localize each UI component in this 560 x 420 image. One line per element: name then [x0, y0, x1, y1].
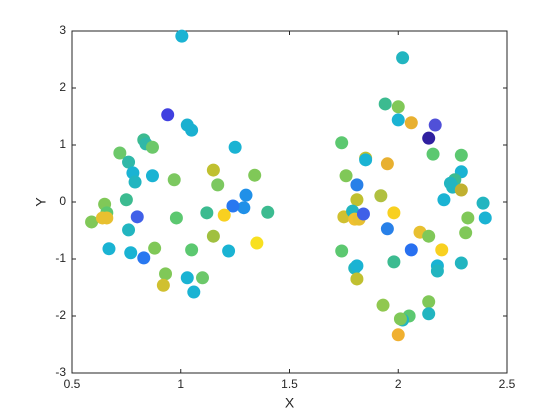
point: [350, 259, 364, 273]
point: [206, 163, 220, 177]
point: [148, 241, 162, 255]
point: [185, 243, 199, 257]
point: [459, 226, 473, 240]
point: [169, 211, 183, 225]
point: [391, 100, 405, 114]
x-tick-label: 0.5: [64, 377, 81, 391]
point: [206, 229, 220, 243]
x-tick-label: 1: [177, 377, 184, 391]
point: [380, 222, 394, 236]
point: [391, 113, 405, 127]
point: [387, 206, 401, 220]
point: [128, 175, 142, 189]
point: [454, 183, 468, 197]
point: [113, 146, 127, 160]
point: [350, 272, 364, 286]
point: [175, 29, 189, 43]
point: [393, 312, 407, 326]
point: [250, 236, 264, 250]
point: [437, 193, 451, 207]
point: [461, 211, 475, 225]
point: [237, 201, 251, 215]
y-tick-label: 2: [59, 80, 66, 94]
point: [180, 271, 194, 285]
point: [422, 295, 436, 309]
point: [391, 328, 405, 342]
point: [119, 193, 133, 207]
point: [228, 140, 242, 154]
y-tick-label: -2: [55, 308, 66, 322]
point: [404, 243, 418, 257]
point: [374, 189, 388, 203]
point: [211, 178, 225, 192]
point: [156, 278, 170, 292]
point: [85, 215, 99, 229]
point: [226, 199, 240, 213]
point: [387, 255, 401, 269]
point: [454, 256, 468, 270]
point: [159, 267, 173, 281]
point: [145, 169, 159, 183]
point: [356, 207, 370, 221]
point: [196, 271, 209, 285]
point: [359, 153, 373, 167]
point: [435, 243, 449, 257]
point: [335, 136, 349, 150]
y-tick-label: 1: [59, 137, 66, 151]
point: [339, 169, 353, 183]
y-tick-label: 0: [59, 194, 66, 208]
y-tick-label: -1: [55, 251, 66, 265]
point: [422, 131, 436, 145]
point: [476, 196, 490, 210]
point: [102, 242, 116, 256]
point: [161, 108, 175, 122]
point: [404, 116, 418, 130]
point: [137, 251, 151, 265]
point: [187, 285, 201, 299]
point: [248, 168, 262, 182]
point: [350, 178, 364, 192]
point: [396, 51, 410, 65]
point: [430, 264, 444, 278]
x-tick-label: 1.5: [281, 377, 298, 391]
point: [167, 173, 181, 187]
point: [217, 208, 231, 222]
point: [130, 210, 144, 224]
point: [422, 229, 436, 243]
point: [185, 123, 199, 137]
point: [122, 155, 136, 169]
point: [478, 211, 492, 225]
axes-box: [71, 30, 508, 374]
point: [422, 307, 436, 321]
y-axis-label: Y: [33, 197, 49, 207]
point: [378, 97, 392, 111]
point: [100, 211, 114, 225]
point: [200, 206, 214, 220]
point: [222, 244, 236, 258]
x-axis-label: X: [285, 395, 295, 411]
x-tick-label: 2: [395, 377, 402, 391]
point: [350, 193, 364, 207]
point: [145, 140, 159, 154]
point: [454, 148, 468, 162]
point: [124, 246, 138, 260]
point: [428, 118, 442, 132]
point: [261, 205, 275, 219]
point: [335, 244, 349, 258]
point: [376, 298, 390, 312]
y-tick-label: 3: [59, 23, 66, 37]
point: [122, 223, 136, 237]
x-tick-label: 2.5: [499, 377, 516, 391]
y-tick-label: -3: [55, 365, 66, 379]
point: [380, 157, 394, 171]
point: [239, 188, 253, 202]
point: [426, 147, 440, 161]
